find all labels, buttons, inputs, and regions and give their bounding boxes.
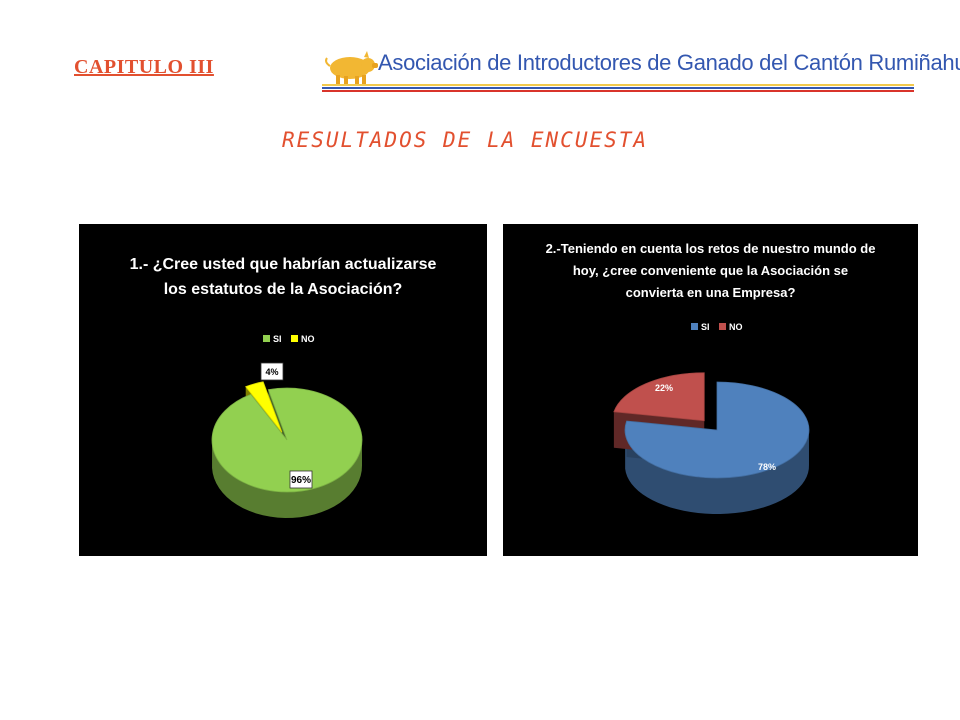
- chart-1-slice-si: [211, 387, 363, 493]
- chart-2-legend-label-si: SI: [701, 322, 710, 332]
- chart-1-title: 1.- ¿Cree usted que habrían actualizarse…: [129, 256, 437, 298]
- chart-2-slice-si: [624, 381, 810, 479]
- banner-stripe-yellow: [322, 84, 914, 86]
- svg-text:22%: 22%: [655, 383, 673, 393]
- chart-2-data-label-si: 78%: [758, 462, 776, 472]
- chart-2-legend-swatch-si: [691, 323, 698, 330]
- banner-stripe-blue: [322, 87, 914, 89]
- chart-panel-2: 2.-Teniendo en cuenta los retos de nuest…: [503, 224, 918, 556]
- banner-stripe-red: [322, 90, 914, 92]
- chart-1-data-label-si: 96%: [289, 470, 313, 489]
- chart-2-title: 2.-Teniendo en cuenta los retos de nuest…: [545, 241, 876, 300]
- pie-chart-1: SI NO 96% 4%: [211, 334, 363, 518]
- chart-1-legend: SI NO: [263, 334, 315, 344]
- chart-panel-1: 1.- ¿Cree usted que habrían actualizarse…: [79, 224, 487, 556]
- chart-1-legend-swatch-no: [291, 335, 298, 342]
- chart-2-slice-no: [613, 372, 705, 422]
- chapter-title: CAPITULO III: [74, 56, 214, 78]
- page-heading: RESULTADOS DE LA ENCUESTA: [281, 128, 649, 152]
- svg-text:4%: 4%: [265, 367, 278, 377]
- chart-1-legend-swatch-si: [263, 335, 270, 342]
- pig-logo-icon: [325, 51, 378, 84]
- chart-1-legend-label-si: SI: [273, 334, 282, 344]
- association-banner: Asociación de Introductores de Ganado de…: [322, 40, 960, 96]
- chart-2-data-label-no: 22%: [655, 383, 673, 393]
- chart-2-legend-swatch-no: [719, 323, 726, 330]
- chart-2-legend-label-no: NO: [729, 322, 743, 332]
- chart-1-data-label-no: 4%: [260, 362, 284, 381]
- svg-text:96%: 96%: [291, 475, 311, 486]
- chart-2-legend: SI NO: [691, 322, 743, 332]
- banner-title: Asociación de Introductores de Ganado de…: [378, 50, 960, 75]
- pie-chart-2: SI NO 78% 22%: [613, 322, 810, 514]
- chart-1-slice-no: [245, 381, 283, 433]
- svg-text:78%: 78%: [758, 462, 776, 472]
- chart-1-legend-label-no: NO: [301, 334, 315, 344]
